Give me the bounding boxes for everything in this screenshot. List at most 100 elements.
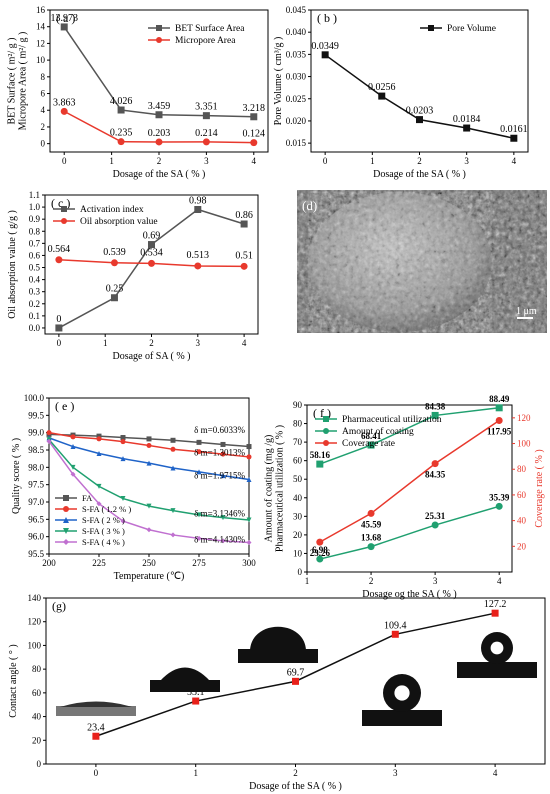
data-label: 45.59 (361, 519, 382, 529)
y-tick-label: 0.030 (286, 72, 307, 82)
data-point (146, 527, 152, 533)
y-tick-label: 96.5 (28, 514, 44, 524)
data-point (46, 438, 52, 444)
legend-label: Coverage rate (342, 439, 395, 449)
y-tick-label: 60 (293, 456, 303, 466)
y-axis-label-line: Contact angle ( ° ) (8, 644, 19, 717)
data-point (495, 416, 503, 424)
panel-label: (g) (52, 599, 66, 613)
y-tick-label: 2 (41, 122, 46, 132)
data-label: 68.41 (361, 431, 382, 441)
y-tick-label: 98.0 (28, 462, 44, 472)
x-tick-label: 275 (192, 558, 206, 568)
panel-label: ( e ) (55, 399, 74, 413)
data-point (148, 241, 155, 249)
data-point (96, 436, 102, 442)
data-point (70, 464, 76, 470)
sem-image-panel-d: (d) 1 μm (297, 190, 547, 333)
y-axis-label-line: Quality score ( % ) (11, 438, 22, 514)
data-point (240, 220, 248, 228)
x-tick-label: 3 (464, 156, 469, 166)
legend-label: S-FA ( 1.2 % ) (82, 504, 131, 514)
data-label: 0.0184 (453, 114, 481, 125)
data-label: 4.026 (110, 96, 133, 107)
substrate (238, 649, 318, 663)
legend-marker (428, 25, 434, 31)
y-tick-label: 1.1 (29, 190, 40, 200)
y-tick-label: 100 (28, 640, 42, 650)
data-point (146, 503, 152, 509)
data-label: 0.51 (235, 250, 253, 261)
y-tick-label: 40 (32, 712, 42, 722)
plot-frame (306, 404, 513, 573)
data-label: 0.69 (143, 231, 161, 242)
y-tick-label: 0.025 (286, 94, 307, 104)
y-axis-label: Quality score ( % ) (11, 438, 22, 514)
data-point (196, 439, 202, 445)
data-label: 0 (56, 314, 61, 325)
data-point (120, 518, 126, 524)
data-point (316, 555, 324, 563)
x-tick-label: 2 (293, 768, 298, 778)
data-point (146, 460, 152, 466)
x-axis-label: Temperature (℃) (114, 571, 185, 582)
x-tick-label: 200 (42, 558, 56, 568)
y-tick-label: 97.5 (28, 480, 44, 490)
data-point (250, 113, 258, 121)
legend-label: S-FA ( 3 % ) (82, 526, 125, 536)
data-point (246, 454, 252, 460)
series-line-0 (58, 208, 245, 329)
chart-panel-c: 0 1 2 3 4 0.0 0.1 0.2 0.3 0.4 0.5 0.6 0.7 0.8 0.9 1.0 1.… (7, 190, 259, 362)
legend-marker (63, 539, 69, 545)
data-label: 0.0349 (311, 41, 339, 52)
droplet-4 (457, 632, 537, 678)
data-label: 84.38 (425, 401, 446, 411)
droplet-highlight (394, 685, 410, 701)
x-tick-label: 3 (433, 576, 438, 586)
y-tick-label: 60 (32, 688, 42, 698)
data-point (316, 460, 324, 468)
y-tick-label: 20 (32, 735, 42, 745)
data-label: 109.4 (384, 620, 407, 631)
x-axis-label: Dosage og the SA ( % ) (362, 589, 456, 600)
data-label: 53.1 (187, 687, 205, 698)
y-axis-label-line: Pore Volume ( cm³/g ) (273, 37, 284, 126)
substrate (362, 710, 442, 726)
series-line-0 (324, 54, 515, 139)
y-tick-label: 99.0 (28, 428, 44, 438)
legend-label: S-FA ( 4 % ) (82, 537, 125, 547)
legend-label: FA (82, 493, 93, 503)
droplet (250, 626, 306, 650)
legend-label: Pore Volume (447, 24, 496, 34)
y-tick-label: 90 (293, 400, 303, 410)
legend-label: Micropore Area (175, 36, 236, 46)
substrate (56, 706, 136, 716)
y-tick-label: 96.0 (28, 532, 44, 542)
legend-marker (61, 206, 67, 212)
data-label: 0.86 (235, 210, 253, 221)
data-point (170, 508, 176, 514)
data-label: 84.35 (425, 470, 446, 480)
data-label: 3.459 (148, 101, 171, 112)
data-point (431, 521, 439, 529)
legend-marker (156, 25, 162, 31)
y-tick-label: 16 (36, 5, 46, 15)
data-point (55, 256, 63, 264)
x-axis-label: Dosage of the SA ( % ) (373, 169, 466, 180)
y-tick-label: 70 (293, 437, 303, 447)
y-tick-label: 10 (293, 548, 303, 558)
y-axis-label: Oil absorption value ( g/g ) (7, 210, 18, 319)
y-tick-label: 80 (293, 419, 303, 429)
series-line-0 (319, 407, 500, 465)
data-point (196, 535, 202, 541)
data-label: 117.95 (487, 426, 512, 436)
y-tick-label: 140 (28, 593, 42, 603)
data-label: 3.218 (243, 103, 266, 114)
y-tick-label: 80 (32, 664, 42, 674)
chart-panel-b: 0 1 2 3 4 0.015 0.020 0.025 0.030 0.035 0.040 0.045… (273, 5, 529, 180)
data-point (491, 609, 499, 617)
data-point (495, 502, 503, 510)
droplet-3 (362, 674, 442, 726)
y-tick-label: 6 (41, 89, 46, 99)
